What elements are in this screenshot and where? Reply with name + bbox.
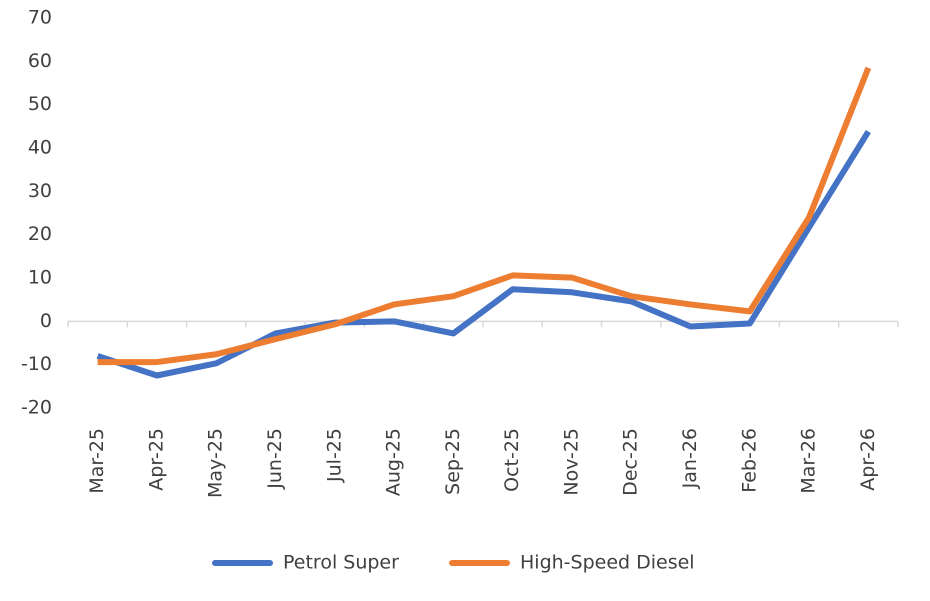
y-tick-label: 40 — [28, 137, 52, 159]
x-tick-label: Apr-25 — [145, 428, 167, 491]
y-tick-label: 10 — [28, 267, 52, 289]
x-tick-label: Oct-25 — [501, 428, 523, 492]
legend-label: High-Speed Diesel — [520, 552, 695, 574]
x-tick-label: Mar-26 — [798, 428, 820, 494]
y-tick-label: 30 — [28, 180, 52, 202]
x-tick-label: Jun-25 — [264, 428, 286, 490]
series-line — [97, 66, 872, 366]
y-tick-label: -20 — [21, 397, 52, 419]
series-line — [96, 129, 871, 379]
y-tick-label: 20 — [28, 223, 52, 245]
y-tick-label: 70 — [28, 7, 52, 29]
y-tick-label: -10 — [21, 353, 52, 375]
legend-label: Petrol Super — [283, 552, 399, 574]
x-tick-label: Aug-25 — [383, 428, 405, 496]
x-tick-label: Feb-26 — [738, 428, 760, 493]
y-tick-label: 50 — [28, 93, 52, 115]
x-tick-label: May-25 — [205, 428, 227, 498]
x-tick-label: Mar-25 — [86, 428, 108, 494]
x-tick-label: Jan-26 — [679, 428, 701, 489]
x-tick-label: Apr-26 — [857, 428, 879, 491]
y-tick-label: 60 — [28, 50, 52, 72]
y-tick-label: 0 — [40, 310, 52, 332]
x-tick-label: Nov-25 — [560, 428, 582, 496]
x-tick-label: Sep-25 — [442, 428, 464, 495]
x-tick-label: Dec-25 — [620, 428, 642, 496]
x-tick-label: Jul-25 — [323, 428, 345, 483]
